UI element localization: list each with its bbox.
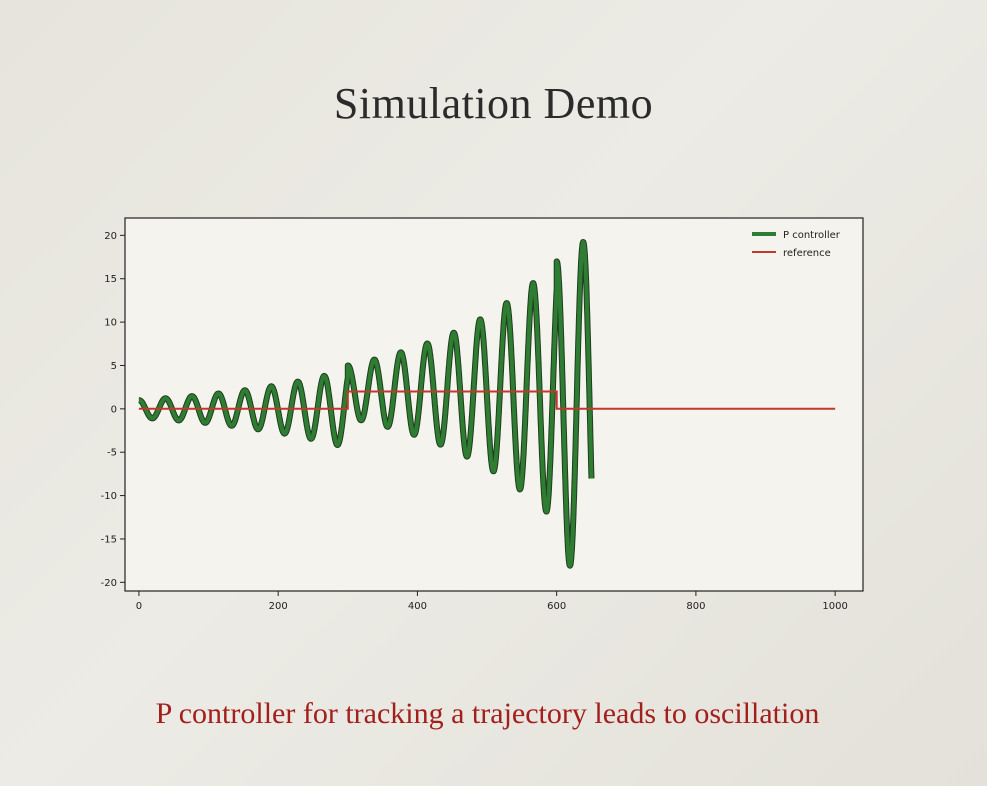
y-tick-label: 10: [104, 318, 117, 329]
y-axis: 20 15 10 5 0 -5 -10 -15 -20: [101, 231, 125, 589]
x-tick-label: 400: [408, 601, 427, 612]
legend-label-p-controller: P controller: [783, 230, 841, 241]
x-tick-label: 600: [547, 601, 566, 612]
series-p-controller: [137, 240, 594, 568]
series-reference: [138, 390, 836, 410]
y-tick-label: -15: [101, 534, 117, 545]
y-tick-label: -5: [107, 448, 117, 459]
y-tick-label: -10: [101, 491, 117, 502]
x-axis: 0 200 400 600 800 1000: [136, 591, 848, 612]
series-layer: [136, 239, 836, 569]
plot-area: [124, 217, 864, 592]
y-tick-label: 20: [104, 231, 117, 242]
legend-label-reference: reference: [783, 248, 831, 259]
y-tick-label: 15: [104, 274, 117, 285]
y-tick-label: -20: [101, 578, 117, 589]
x-tick-label: 1000: [822, 601, 847, 612]
slide-caption: P controller for tracking a trajectory l…: [155, 697, 820, 730]
slide-title: Simulation Demo: [333, 79, 654, 128]
x-tick-label: 200: [269, 601, 288, 612]
y-tick-label: 5: [111, 361, 117, 372]
y-tick-label: 0: [111, 404, 117, 415]
x-tick-label: 800: [686, 601, 705, 612]
x-tick-label: 0: [136, 601, 142, 612]
legend: P controller reference: [752, 230, 841, 259]
